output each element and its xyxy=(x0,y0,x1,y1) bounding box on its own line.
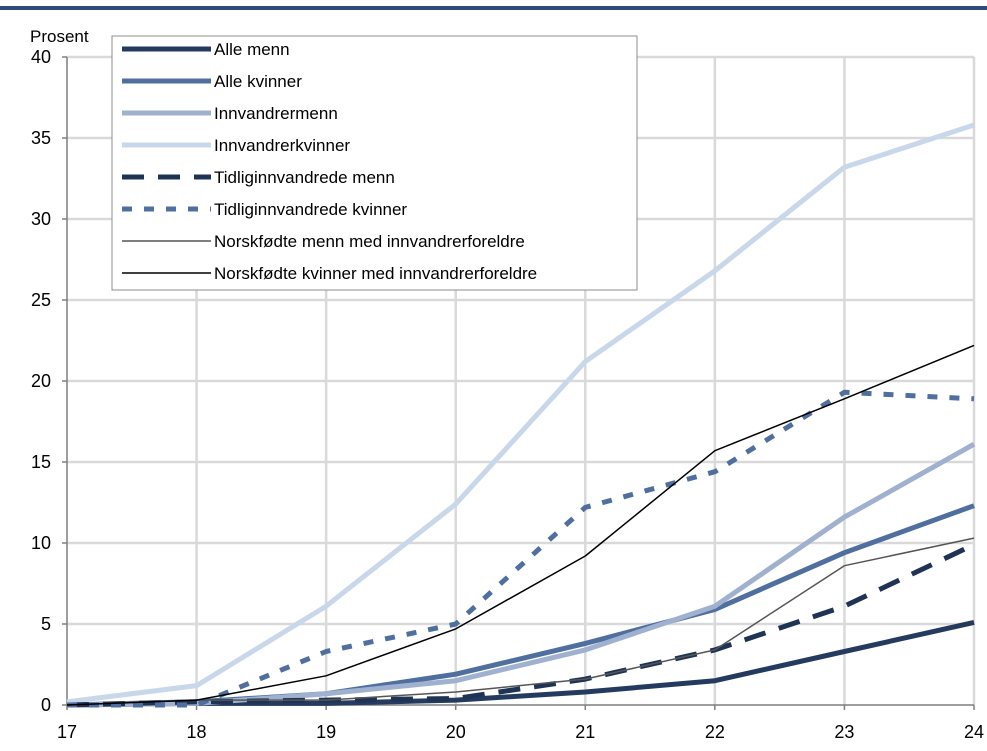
y-tick-label: 0 xyxy=(41,695,51,715)
y-tick-label: 5 xyxy=(41,614,51,634)
y-axis-label: Prosent xyxy=(30,27,89,46)
y-tick-label: 10 xyxy=(31,533,51,553)
y-tick-label: 40 xyxy=(31,47,51,67)
legend-label: Innvandrermenn xyxy=(214,104,338,123)
y-tick-labels: 0 5 10 15 20 25 30 35 40 xyxy=(31,47,51,715)
legend-label: Innvandrerkvinner xyxy=(214,136,350,155)
legend-label: Tidliginnvandrede menn xyxy=(214,168,395,187)
legend-label: Alle menn xyxy=(214,40,290,59)
x-tick-label: 24 xyxy=(964,722,984,742)
y-tick-label: 35 xyxy=(31,128,51,148)
series-lines xyxy=(66,122,976,708)
x-tick-label: 23 xyxy=(834,722,854,742)
legend-label: Norskfødte kvinner med innvandrerforeldr… xyxy=(214,264,537,283)
x-tick-label: 20 xyxy=(446,722,466,742)
legend-label: Tidliginnvandrede kvinner xyxy=(214,200,407,219)
y-tick-label: 15 xyxy=(31,452,51,472)
x-tick-label: 21 xyxy=(575,722,595,742)
legend: Alle menn Alle kvinner Innvandrermenn Innva… xyxy=(111,35,638,291)
series-line xyxy=(66,542,976,708)
x-tick-label: 17 xyxy=(57,722,77,742)
x-tick-labels: 17 18 19 20 21 22 23 24 xyxy=(57,722,984,742)
legend-label: Norskfødte menn med innvandrerforeldre xyxy=(214,232,525,251)
x-tick-label: 18 xyxy=(187,722,207,742)
x-tick-label: 19 xyxy=(316,722,336,742)
series-line xyxy=(66,537,975,706)
x-tick-label: 22 xyxy=(705,722,725,742)
y-tick-label: 25 xyxy=(31,290,51,310)
series-line xyxy=(66,122,975,705)
y-tick-label: 30 xyxy=(31,209,51,229)
legend-box xyxy=(111,35,638,291)
series-line xyxy=(66,442,976,708)
header-rule xyxy=(0,6,987,10)
series-line xyxy=(66,503,975,708)
series-line xyxy=(66,344,975,706)
series-line xyxy=(67,389,975,708)
legend-label: Alle kvinner xyxy=(214,72,302,91)
y-tick-label: 20 xyxy=(31,371,51,391)
